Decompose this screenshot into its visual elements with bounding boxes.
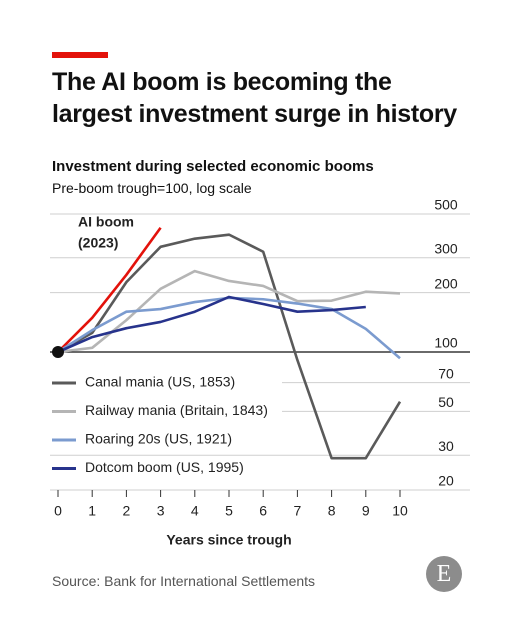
x-tick-label: 10	[392, 503, 408, 519]
y-tick-label: 100	[434, 335, 458, 351]
legend-bg	[50, 428, 282, 452]
legend-label: Dotcom boom (US, 1995)	[85, 459, 244, 475]
start-point	[52, 346, 64, 358]
chart-note: Pre-boom trough=100, log scale	[52, 180, 252, 196]
x-tick-label: 4	[191, 503, 199, 519]
y-tick-label: 70	[438, 365, 454, 381]
y-tick-label: 500	[434, 197, 458, 213]
x-tick-label: 5	[225, 503, 233, 519]
chart-title: The AI boom is becoming the largest inve…	[52, 68, 457, 128]
legend-label: Roaring 20s (US, 1921)	[85, 431, 232, 447]
x-tick-label: 6	[259, 503, 267, 519]
y-tick-label: 50	[438, 394, 454, 410]
source: Source: Bank for International Settlemen…	[52, 573, 316, 589]
x-tick-label: 7	[294, 503, 302, 519]
annotation: (2023)	[78, 235, 118, 251]
annotation: AI boom	[78, 214, 134, 230]
legend-bg	[50, 399, 282, 424]
x-axis-label: Years since trough	[166, 532, 291, 548]
x-tick-label: 9	[362, 503, 370, 519]
accent-bar	[52, 52, 108, 58]
logo: E	[426, 556, 462, 592]
series-line	[57, 295, 366, 354]
x-tick-label: 2	[123, 503, 131, 519]
series-line	[57, 269, 401, 354]
x-tick-label: 8	[328, 503, 336, 519]
y-tick-label: 300	[434, 241, 458, 257]
y-tick-label: 20	[438, 473, 454, 489]
legend-bg	[50, 456, 282, 481]
chart-subtitle: Investment during selected economic boom…	[52, 158, 374, 175]
legend-label: Railway mania (Britain, 1843)	[85, 402, 268, 418]
series-line	[57, 233, 402, 460]
legend-bg	[50, 371, 282, 395]
x-tick-label: 0	[54, 503, 62, 519]
y-tick-label: 200	[434, 275, 458, 291]
series-line	[57, 226, 162, 353]
x-tick-label: 1	[88, 503, 96, 519]
legend-label: Canal mania (US, 1853)	[85, 374, 235, 390]
y-tick-label: 30	[438, 438, 454, 454]
x-tick-label: 3	[157, 503, 165, 519]
